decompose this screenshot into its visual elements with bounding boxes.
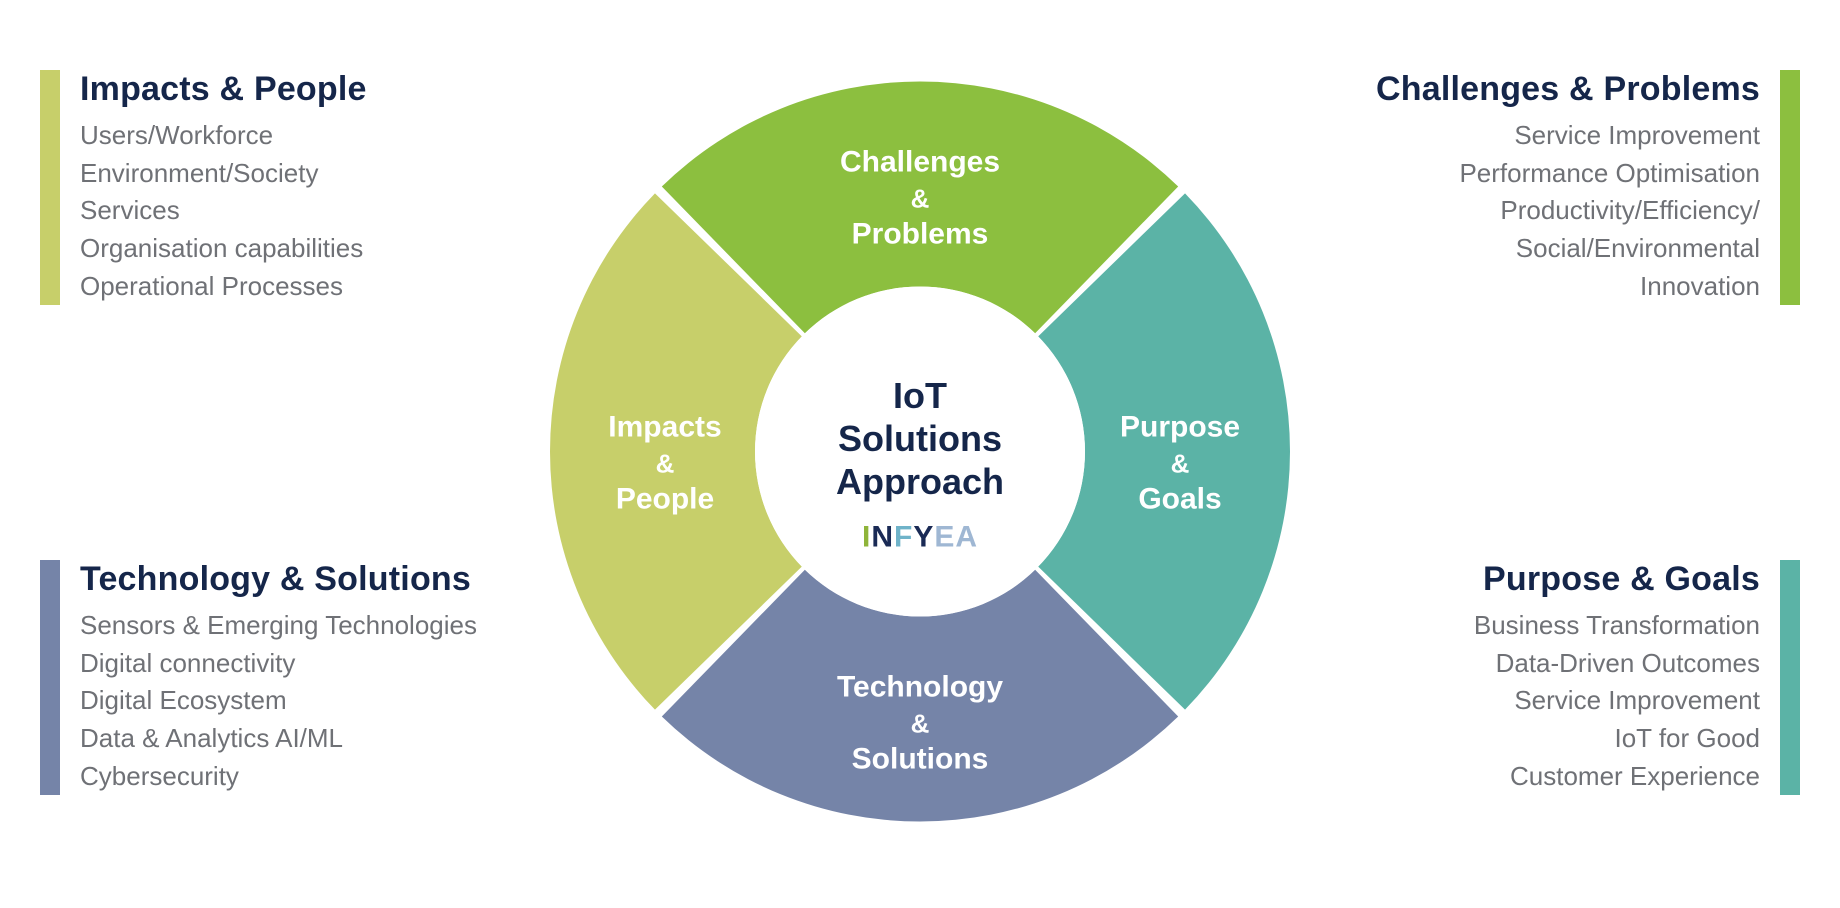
center-line: Solutions — [836, 417, 1004, 460]
accent-bar — [40, 70, 60, 305]
logo-text: INFYEA — [862, 520, 978, 554]
list-item: Productivity/Efficiency/ — [1260, 192, 1760, 230]
accent-bar — [40, 560, 60, 795]
center-line: Approach — [836, 460, 1004, 503]
center-line: IoT — [836, 374, 1004, 417]
block-title: Challenges & Problems — [1260, 70, 1760, 109]
block-purpose-goals: Purpose & Goals Business Transformation … — [1260, 560, 1800, 795]
list-item: Organisation capabilities — [80, 230, 560, 268]
block-list: Service Improvement Performance Optimisa… — [1260, 117, 1760, 305]
infographic-stage: Impacts & People Users/Workforce Environ… — [0, 0, 1840, 908]
list-item: Operational Processes — [80, 268, 560, 306]
block-title: Purpose & Goals — [1260, 560, 1760, 599]
list-item: Environment/Society — [80, 155, 560, 193]
center-title: IoT Solutions Approach — [836, 374, 1004, 504]
list-item: Service Improvement — [1260, 117, 1760, 155]
list-item: Customer Experience — [1260, 758, 1760, 796]
block-impacts-people: Impacts & People Users/Workforce Environ… — [40, 70, 560, 305]
list-item: Innovation — [1260, 268, 1760, 306]
block-challenges-problems: Challenges & Problems Service Improvemen… — [1260, 70, 1800, 305]
list-item: Business Transformation — [1260, 607, 1760, 645]
block-list: Business Transformation Data-Driven Outc… — [1260, 607, 1760, 795]
accent-bar — [1780, 560, 1800, 795]
donut-chart: Challenges&ProblemsPurpose&GoalsTechnolo… — [520, 52, 1320, 857]
list-item: Social/Environmental — [1260, 230, 1760, 268]
block-title: Impacts & People — [80, 70, 560, 109]
list-item: Users/Workforce — [80, 117, 560, 155]
block-technology-solutions: Technology & Solutions Sensors & Emergin… — [40, 560, 600, 795]
list-item: Data-Driven Outcomes — [1260, 645, 1760, 683]
block-list: Users/Workforce Environment/Society Serv… — [80, 117, 560, 305]
list-item: Performance Optimisation — [1260, 155, 1760, 193]
list-item: Service Improvement — [1260, 682, 1760, 720]
list-item: Services — [80, 192, 560, 230]
accent-bar — [1780, 70, 1800, 305]
list-item: IoT for Good — [1260, 720, 1760, 758]
